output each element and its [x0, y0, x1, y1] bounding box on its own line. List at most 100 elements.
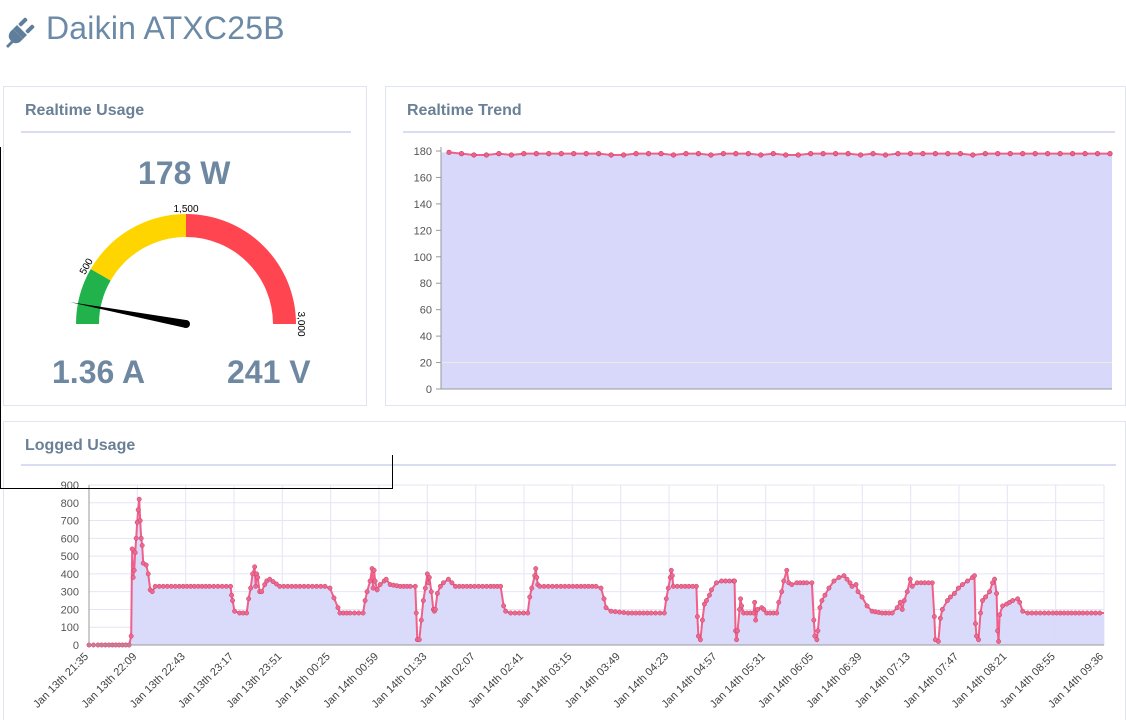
logged-point: [367, 578, 373, 584]
logged-point: [128, 633, 134, 639]
logged-point: [1041, 610, 1047, 616]
trend-point: [745, 151, 751, 157]
trend-point: [733, 151, 739, 157]
logged-point: [527, 594, 533, 600]
logged-point: [132, 550, 138, 556]
logged-point: [939, 606, 945, 612]
logged-point: [904, 589, 910, 595]
logged-point: [293, 583, 299, 589]
logged-point: [1088, 610, 1094, 616]
trend-point: [932, 151, 938, 157]
logged-point: [327, 585, 333, 591]
logged-point: [811, 617, 817, 623]
trend-point: [982, 151, 988, 157]
logged-point: [347, 610, 353, 616]
logged-point: [817, 605, 823, 611]
logged-point: [1037, 610, 1043, 616]
logged-point: [670, 583, 676, 589]
logged-point: [1084, 610, 1090, 616]
logged-point: [779, 589, 785, 595]
logged-point: [412, 583, 418, 589]
logged-point: [1010, 598, 1016, 604]
logged-point: [959, 582, 965, 588]
logged-point: [351, 610, 357, 616]
logged-point: [418, 617, 424, 623]
logged-point: [894, 605, 900, 611]
y-tick-label: 120: [414, 225, 432, 237]
logged-point: [714, 580, 719, 586]
logged-point: [617, 609, 623, 615]
trend-point: [1069, 151, 1076, 157]
logged-point: [1046, 610, 1052, 616]
logged-point: [472, 583, 477, 589]
trend-point: [483, 152, 490, 158]
logged-point: [668, 567, 674, 573]
logged-point: [416, 637, 422, 643]
logged-point: [889, 610, 895, 616]
gauge-needle-hub: [182, 320, 190, 328]
logged-point: [665, 585, 671, 591]
logged-point: [270, 579, 276, 585]
trend-point: [795, 152, 801, 158]
logged-point: [445, 576, 451, 582]
trend-point: [857, 152, 864, 158]
plug-icon: [6, 17, 35, 48]
logged-point: [819, 598, 825, 604]
gauge-needle: [70, 302, 187, 328]
y-tick-label: 100: [61, 622, 79, 634]
logged-point: [693, 583, 699, 589]
logged-point: [219, 583, 225, 589]
y-tick-label: 200: [61, 604, 79, 616]
logged-point: [566, 583, 572, 589]
logged-point: [1000, 603, 1006, 609]
logged-point: [413, 610, 419, 616]
y-tick-label: 60: [420, 305, 432, 317]
logged-point: [849, 583, 855, 589]
voltage-reading: 241 V: [227, 354, 311, 390]
logged-point: [318, 583, 324, 589]
trend-point: [695, 151, 702, 157]
realtime-trend-chart: 180 160 140 120 100 80 60 40 20 0: [414, 146, 1113, 396]
logged-point: [996, 638, 1002, 644]
logged-point: [719, 578, 724, 584]
logged-point: [545, 583, 551, 589]
logged-point: [250, 571, 256, 577]
logged-point: [612, 609, 618, 615]
logged-point: [285, 583, 291, 589]
logged-point: [907, 576, 913, 582]
y-tick-label: 180: [414, 146, 432, 158]
logged-point: [844, 576, 850, 582]
logged-point: [653, 610, 659, 616]
logged-point: [223, 583, 229, 589]
trend-area: [441, 152, 1112, 389]
logged-point: [1020, 608, 1026, 614]
logged-point: [428, 589, 434, 595]
realtime-trend-panel: Realtime Trend 180 160 140 120 100 80 60 40 20 0: [385, 86, 1126, 406]
logged-point: [422, 585, 428, 591]
logged-point: [246, 596, 252, 602]
logged-point: [145, 571, 151, 577]
logged-point: [755, 606, 761, 612]
trend-point: [808, 151, 814, 157]
logged-point: [859, 594, 865, 600]
logged-point: [951, 590, 957, 596]
logged-point: [160, 583, 166, 589]
logged-point: [674, 583, 680, 589]
logged-point: [978, 610, 983, 616]
trend-point: [957, 151, 963, 157]
logged-point: [364, 589, 370, 595]
logged-point: [751, 610, 757, 616]
y-tick-label: 800: [61, 498, 79, 510]
logged-point: [853, 582, 859, 588]
logged-point: [931, 614, 937, 620]
trend-point: [1020, 151, 1026, 157]
logged-point: [131, 567, 137, 573]
trend-point: [833, 151, 839, 157]
trend-point: [907, 151, 914, 157]
logged-point: [732, 578, 737, 584]
logged-point: [997, 612, 1003, 618]
logged-point: [598, 585, 604, 591]
logged-point: [826, 585, 832, 591]
trend-point: [1032, 151, 1038, 157]
